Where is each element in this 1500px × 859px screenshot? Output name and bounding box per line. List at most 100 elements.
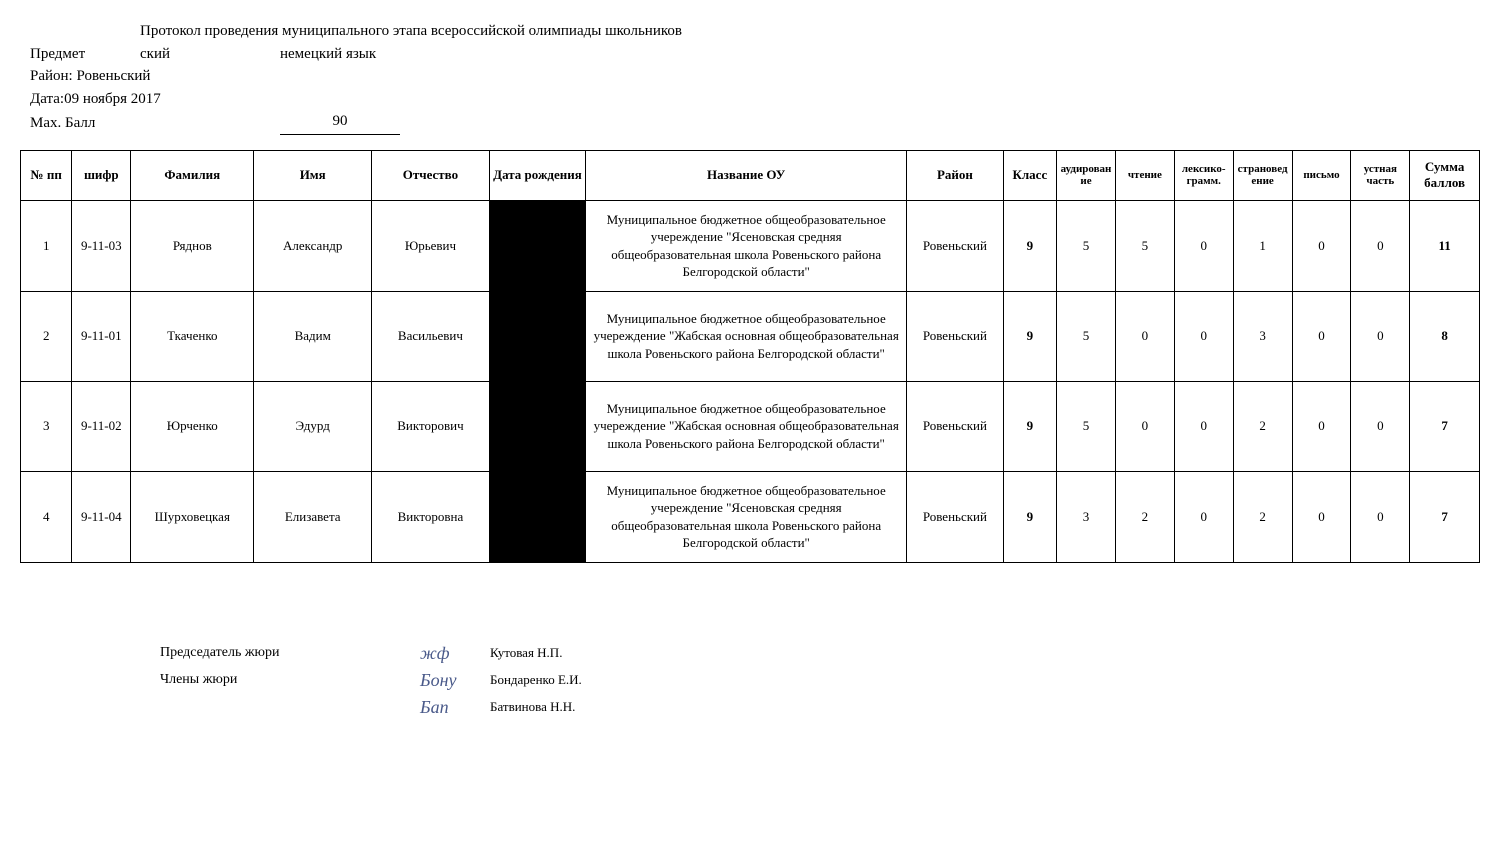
table-row: 39-11-02ЮрченкоЭдурдВикторович Муниципаль… [21, 381, 1480, 471]
column-header: страноведение [1233, 150, 1292, 200]
cell-score: 5 [1057, 291, 1116, 381]
cell-grade: 9 [1003, 200, 1057, 291]
cell-dob [489, 471, 585, 562]
cell-score: 0 [1292, 471, 1351, 562]
signature-name: Бондаренко Е.И. [490, 672, 582, 688]
cell-patronymic: Юрьевич [372, 200, 490, 291]
cell-sum: 11 [1410, 200, 1480, 291]
cell-score: 0 [1351, 381, 1410, 471]
column-header: Отчество [372, 150, 490, 200]
column-header: Сумма баллов [1410, 150, 1480, 200]
cell-score: 0 [1115, 381, 1174, 471]
cell-cipher: 9-11-04 [72, 471, 131, 562]
cell-patronymic: Викторович [372, 381, 490, 471]
cell-score: 0 [1351, 200, 1410, 291]
district-line: Район: Ровеньский [20, 65, 1480, 88]
cell-surname: Ткаченко [131, 291, 254, 381]
cell-cipher: 9-11-01 [72, 291, 131, 381]
cell-grade: 9 [1003, 381, 1057, 471]
cell-score: 0 [1292, 291, 1351, 381]
cell-score: 0 [1174, 200, 1233, 291]
cell-score: 0 [1351, 471, 1410, 562]
cell-school: Муниципальное бюджетное общеобразователь… [586, 381, 907, 471]
cell-name: Александр [254, 200, 372, 291]
cell-name: Эдурд [254, 381, 372, 471]
column-header: лексико-грамм. [1174, 150, 1233, 200]
footer-section: Председатель жюри жф Кутовая Н.П. Члены … [20, 643, 1480, 718]
cell-patronymic: Васильевич [372, 291, 490, 381]
cell-num: 2 [21, 291, 72, 381]
column-header: шифр [72, 150, 131, 200]
cell-score: 1 [1233, 200, 1292, 291]
column-header: письмо [1292, 150, 1351, 200]
members-label: Члены жюри [160, 672, 420, 688]
cell-dob [489, 291, 585, 381]
cell-score: 0 [1174, 471, 1233, 562]
cell-num: 4 [21, 471, 72, 562]
column-header: Фамилия [131, 150, 254, 200]
cell-score: 0 [1174, 291, 1233, 381]
cell-score: 2 [1233, 471, 1292, 562]
cell-score: 2 [1233, 381, 1292, 471]
cell-district: Ровеньский [907, 200, 1003, 291]
cell-score: 3 [1233, 291, 1292, 381]
column-header: устная часть [1351, 150, 1410, 200]
cell-cipher: 9-11-02 [72, 381, 131, 471]
cell-cipher: 9-11-03 [72, 200, 131, 291]
cell-patronymic: Викторовна [372, 471, 490, 562]
cell-surname: Юрченко [131, 381, 254, 471]
subject-value: немецкий язык [280, 43, 376, 66]
cell-grade: 9 [1003, 291, 1057, 381]
cell-school: Муниципальное бюджетное общеобразователь… [586, 291, 907, 381]
subject-suffix: ский [140, 43, 280, 66]
max-ball-value: 90 [280, 110, 400, 135]
cell-score: 2 [1115, 471, 1174, 562]
document-title: Протокол проведения муниципального этапа… [20, 20, 1480, 43]
column-header: Название ОУ [586, 150, 907, 200]
cell-surname: Ряднов [131, 200, 254, 291]
signature-scribble: жф [420, 643, 490, 664]
cell-num: 3 [21, 381, 72, 471]
chair-label: Председатель жюри [160, 645, 420, 661]
cell-score: 0 [1115, 291, 1174, 381]
column-header: аудирование [1057, 150, 1116, 200]
results-table: № ппшифрФамилияИмяОтчествоДата рожденияН… [20, 150, 1480, 563]
cell-score: 0 [1174, 381, 1233, 471]
column-header: Имя [254, 150, 372, 200]
table-row: 49-11-04ШурховецкаяЕлизаветаВикторовнаМу… [21, 471, 1480, 562]
cell-school: Муниципальное бюджетное общеобразователь… [586, 471, 907, 562]
cell-school: Муниципальное бюджетное общеобразователь… [586, 200, 907, 291]
signature-name: Кутовая Н.П. [490, 645, 562, 661]
column-header: Класс [1003, 150, 1057, 200]
cell-score: 5 [1057, 200, 1116, 291]
subject-label: Предмет [20, 43, 140, 66]
cell-score: 0 [1292, 200, 1351, 291]
table-row: 29-11-01ТкаченкоВадимВасильевич Муниципал… [21, 291, 1480, 381]
cell-district: Ровеньский [907, 381, 1003, 471]
column-header: Дата рождения [489, 150, 585, 200]
column-header: Район [907, 150, 1003, 200]
cell-sum: 7 [1410, 471, 1480, 562]
cell-grade: 9 [1003, 471, 1057, 562]
cell-district: Ровеньский [907, 291, 1003, 381]
signature-scribble: Бап [420, 697, 490, 718]
signature-name: Батвинова Н.Н. [490, 699, 575, 715]
column-header: чтение [1115, 150, 1174, 200]
cell-num: 1 [21, 200, 72, 291]
cell-surname: Шурховецкая [131, 471, 254, 562]
signature-scribble: Бону [420, 670, 490, 691]
date-line: Дата:09 ноября 2017 [20, 88, 1480, 111]
cell-score: 0 [1351, 291, 1410, 381]
table-row: 19-11-03РядновАлександрЮрьевичМуниципаль… [21, 200, 1480, 291]
cell-score: 0 [1292, 381, 1351, 471]
cell-district: Ровеньский [907, 471, 1003, 562]
cell-score: 3 [1057, 471, 1116, 562]
cell-dob [489, 200, 585, 291]
cell-sum: 7 [1410, 381, 1480, 471]
cell-score: 5 [1057, 381, 1116, 471]
document-header: Протокол проведения муниципального этапа… [20, 20, 1480, 135]
cell-score: 5 [1115, 200, 1174, 291]
column-header: № пп [21, 150, 72, 200]
cell-sum: 8 [1410, 291, 1480, 381]
cell-name: Вадим [254, 291, 372, 381]
